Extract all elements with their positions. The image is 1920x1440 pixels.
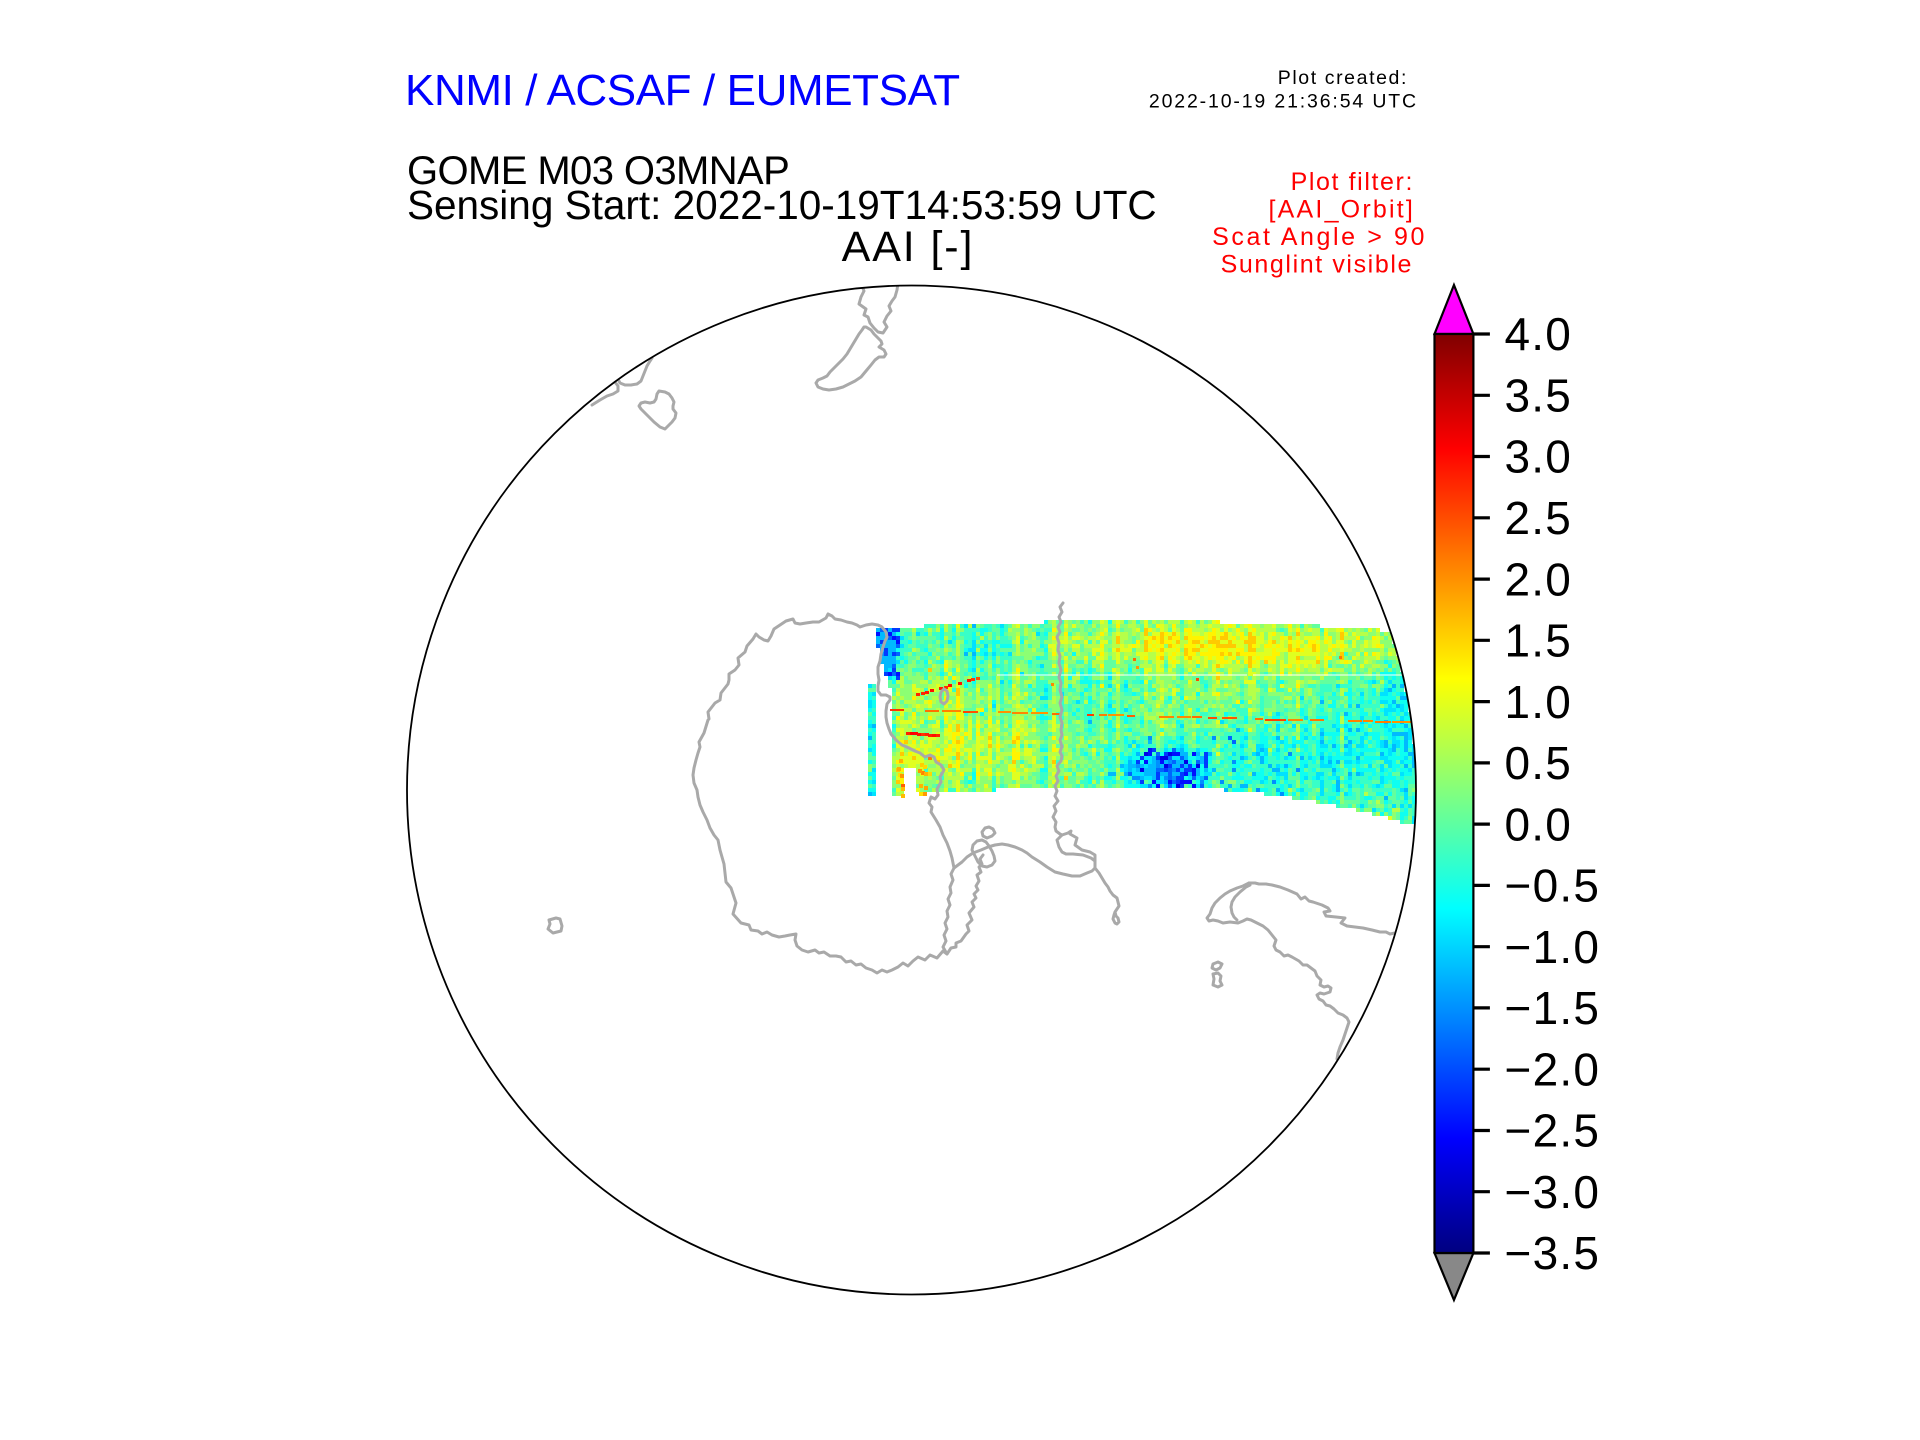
svg-text:3.0: 3.0 xyxy=(1505,431,1573,483)
svg-text:−1.0: −1.0 xyxy=(1505,921,1601,973)
svg-text:GOME M03 O3MNAP: GOME M03 O3MNAP xyxy=(407,149,789,193)
svg-text:0.5: 0.5 xyxy=(1505,737,1573,789)
svg-text:[AAI_Orbit]: [AAI_Orbit] xyxy=(1269,196,1415,224)
svg-text:KNMI / ACSAF / EUMETSAT: KNMI / ACSAF / EUMETSAT xyxy=(405,66,960,115)
svg-text:Scat Angle > 90: Scat Angle > 90 xyxy=(1212,223,1427,251)
svg-text:1.0: 1.0 xyxy=(1505,676,1573,728)
svg-text:4.0: 4.0 xyxy=(1505,308,1573,360)
svg-text:−3.5: −3.5 xyxy=(1505,1227,1601,1279)
svg-text:2.0: 2.0 xyxy=(1505,553,1573,605)
svg-text:Plot filter:: Plot filter: xyxy=(1291,168,1414,196)
svg-text:2022-10-19 21:36:54 UTC: 2022-10-19 21:36:54 UTC xyxy=(1149,91,1418,113)
svg-text:1.5: 1.5 xyxy=(1505,615,1573,667)
svg-text:Plot created:: Plot created: xyxy=(1278,67,1408,89)
svg-text:AAI [-]: AAI [-] xyxy=(842,223,975,271)
svg-text:−3.0: −3.0 xyxy=(1505,1166,1601,1218)
svg-text:Sensing Start: 2022-10-19T14:5: Sensing Start: 2022-10-19T14:53:59 UTC xyxy=(407,182,1157,228)
svg-text:Sunglint visible: Sunglint visible xyxy=(1221,251,1413,279)
svg-text:3.5: 3.5 xyxy=(1505,370,1573,422)
svg-text:−1.5: −1.5 xyxy=(1505,982,1601,1034)
svg-text:2.5: 2.5 xyxy=(1505,492,1573,544)
svg-text:−2.0: −2.0 xyxy=(1505,1043,1601,1095)
svg-text:−2.5: −2.5 xyxy=(1505,1105,1601,1157)
svg-text:−0.5: −0.5 xyxy=(1505,860,1601,912)
svg-text:0.0: 0.0 xyxy=(1505,798,1573,850)
